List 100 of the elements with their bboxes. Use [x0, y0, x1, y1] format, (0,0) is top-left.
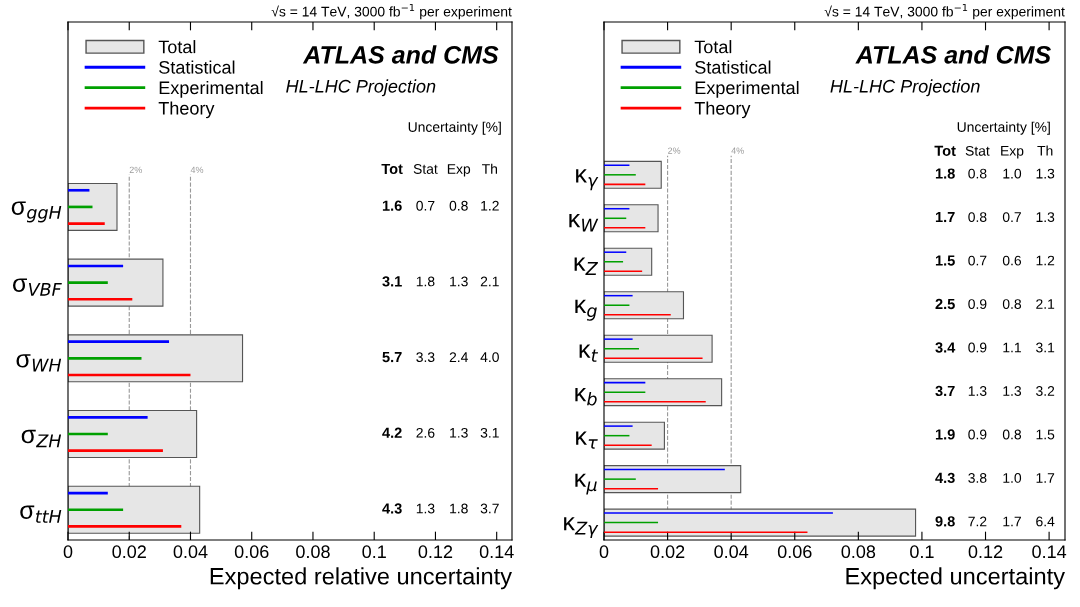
x-tick-label: 0	[63, 545, 73, 559]
annotation: 6.4	[1036, 516, 1055, 527]
annotation: 1.0	[1003, 168, 1022, 179]
bar	[604, 247, 653, 276]
text: Stat	[413, 164, 438, 174]
annotation: 1.7	[1003, 516, 1021, 527]
annotation: 1.7	[1036, 473, 1055, 483]
x-tick-label: 0.12	[968, 545, 1003, 559]
annotation: 3.1	[1036, 342, 1055, 353]
ref-line-label: 2%	[668, 147, 681, 154]
text: Th	[1037, 145, 1053, 156]
y-tick-label: σ$_{ttH}$	[20, 505, 62, 523]
annotation: 0.8	[1002, 299, 1022, 309]
annotation: 2.6	[416, 427, 435, 438]
bar	[68, 508, 124, 512]
annotation: 1.3	[450, 427, 468, 438]
annotation: 3.1	[382, 276, 402, 287]
bar	[68, 188, 90, 192]
x-tick-label: 0.06	[234, 545, 269, 559]
annotation: 1.5	[1036, 429, 1055, 440]
ref-line-label: 4%	[190, 166, 204, 173]
legend-label: Theory	[158, 101, 215, 119]
x-tick-label: 0.04	[173, 545, 208, 559]
annotation: 2.4	[449, 352, 468, 362]
x-tick-label: 0.04	[714, 545, 749, 559]
x-tick-label: 0.02	[650, 545, 685, 559]
bar	[68, 334, 244, 383]
annotation: 4.0	[480, 352, 499, 363]
annotation: 1.8	[450, 503, 468, 514]
x-tick-label: 0.14	[1032, 545, 1067, 559]
annotation: 0.8	[968, 212, 987, 223]
text: Th	[482, 163, 497, 174]
annotation: 1.2	[1036, 255, 1055, 266]
annotation: 1.3	[1036, 168, 1055, 179]
legend-label: Theory	[694, 101, 751, 119]
annotation: 1.8	[416, 276, 435, 287]
bar	[68, 449, 163, 452]
y-tick-label: κ$_{μ}$	[575, 473, 597, 495]
annotation: Exp	[1001, 146, 1024, 159]
ref-line-label: 4%	[731, 147, 744, 154]
chart-subtitle: √s = 14 TeV, 3000 fb$^{−1}$ per experiment	[824, 3, 1065, 20]
y-tick-label: κ$_{Z}$	[574, 257, 598, 275]
x-tick-label: 0.02	[112, 545, 146, 559]
annotation: 3.2	[1036, 386, 1055, 396]
annotation: 1.3	[1036, 212, 1055, 223]
annotation: 3.3	[416, 352, 435, 363]
annotation: 0.7	[1002, 212, 1021, 223]
annotation: 4.2	[382, 427, 402, 438]
y-tick-label: κ$_{b}$	[575, 387, 597, 406]
bar	[604, 465, 742, 494]
bar	[68, 340, 170, 343]
y-tick-label: σ$_{VBF}$	[13, 278, 62, 296]
ref-line-label: 2%	[129, 166, 142, 173]
annotation: 3.4	[935, 342, 956, 353]
bar	[68, 182, 118, 231]
annotation: 0.8	[1002, 429, 1022, 440]
y-tick-label: κ$_{τ}$	[576, 431, 598, 449]
x-tick-label: 0	[599, 545, 609, 559]
annotation: 1.8	[935, 168, 955, 179]
legend-label: Total	[694, 40, 732, 54]
annotation: Stat	[965, 145, 990, 156]
bar	[604, 334, 713, 363]
annotation: 5.7	[382, 352, 402, 363]
bar	[68, 485, 201, 534]
annotation: 0.7	[416, 200, 435, 211]
annotation: 0.9	[968, 342, 987, 353]
text: Uncertainty [%]	[408, 121, 501, 135]
annotation: 3.1	[480, 427, 499, 438]
bar	[68, 281, 108, 284]
x-tick-label: 0.14	[479, 545, 514, 559]
bar	[68, 410, 198, 459]
bar	[68, 357, 142, 360]
annotation: 1.7	[935, 212, 955, 223]
x-tick-label: 0.06	[777, 545, 812, 559]
x-tick-label: 0.1	[362, 545, 386, 559]
y-tick-label: κ$_{g}$	[575, 299, 597, 321]
y-tick-label: σ$_{WH}$	[16, 354, 62, 372]
bar	[604, 160, 662, 189]
y-tick-label: σ$_{ggH}$	[11, 201, 62, 223]
chart-subtitle: √s = 14 TeV, 3000 fb$^{−1}$ per experiment	[271, 3, 512, 20]
annotation: 0.9	[968, 429, 987, 440]
annotation: 1.2	[481, 200, 499, 211]
text: HL-LHC Projection	[286, 79, 436, 97]
y-tick-label: κ$_{t}$	[579, 344, 599, 362]
x-tick-label: 0.08	[296, 545, 330, 559]
annotation: 0.8	[968, 168, 987, 179]
annotation: 3.7	[480, 503, 499, 514]
legend-label: Experimental	[159, 80, 263, 98]
annotation: 1.1	[1003, 342, 1021, 353]
y-tick-label: κ$_{γ}$	[576, 169, 599, 191]
annotation: 3.7	[935, 385, 955, 397]
annotation: 4.3	[382, 503, 402, 514]
text: HL-LHC Projection	[830, 79, 980, 97]
x-axis-title: Expected relative uncertainty	[210, 567, 512, 590]
legend-label: Total	[158, 40, 196, 54]
annotation: 1.3	[416, 503, 435, 514]
x-tick-label: 0.1	[910, 545, 934, 559]
bar	[604, 204, 659, 233]
annotation: 0.7	[968, 255, 987, 266]
annotation: 1.5	[935, 255, 955, 266]
